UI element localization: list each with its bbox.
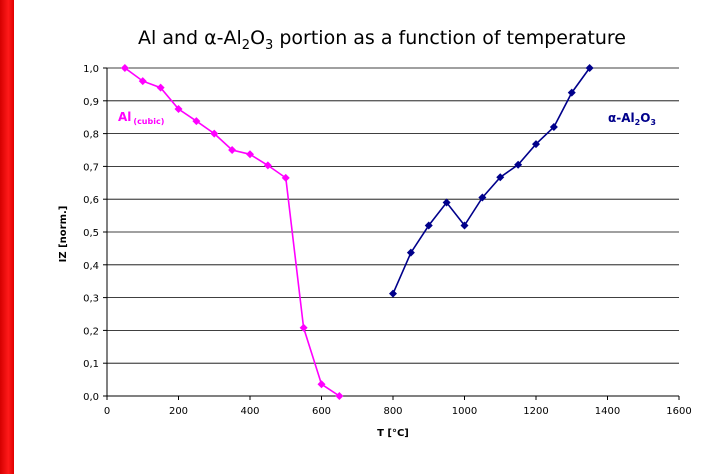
series-label-al: Al (cubic): [118, 110, 164, 126]
x-tick-label: 1200: [523, 406, 548, 417]
data-point: [317, 380, 326, 389]
data-point: [424, 221, 433, 230]
data-point: [567, 88, 576, 97]
x-axis-title: T [°C]: [377, 428, 409, 439]
series-label-alox: α-Al2O3: [608, 111, 656, 127]
x-tick-label: 600: [312, 406, 331, 417]
x-tick-label: 1400: [595, 406, 620, 417]
x-tick-label: 200: [169, 406, 188, 417]
data-point: [210, 129, 219, 138]
data-point: [442, 198, 451, 207]
y-tick-label: 0,3: [83, 294, 99, 305]
data-point: [514, 160, 523, 169]
data-point: [138, 77, 147, 86]
data-point: [263, 161, 272, 170]
y-tick-label: 0,2: [83, 326, 99, 337]
data-point: [585, 64, 594, 72]
data-point: [156, 83, 165, 92]
data-point: [299, 323, 308, 332]
x-tick-label: 800: [383, 406, 402, 417]
y-tick-label: 0,5: [83, 228, 99, 239]
y-tick-label: 0,1: [83, 359, 99, 370]
data-point: [549, 123, 558, 132]
y-tick-label: 0,6: [83, 195, 99, 206]
data-point: [228, 146, 237, 154]
data-point: [281, 173, 290, 182]
data-point: [496, 173, 505, 182]
data-point: [120, 64, 129, 72]
series-alpha-al2o3: [389, 64, 594, 298]
data-point: [174, 105, 183, 113]
y-axis-title: IZ [norm.]: [58, 206, 69, 263]
data-point: [389, 289, 397, 298]
series-al-cubic: [120, 64, 344, 400]
x-tick-label: 1600: [666, 406, 691, 417]
data-point: [460, 221, 469, 230]
y-tick-label: 0,7: [83, 162, 99, 173]
chart-title: Al and α-Al2O3 portion as a function of …: [138, 27, 626, 53]
series-line: [392, 67, 591, 295]
y-tick-label: 0,4: [83, 261, 99, 272]
data-point: [192, 117, 201, 126]
slide-edge-decoration: [0, 0, 14, 474]
y-tick-label: 0,9: [83, 97, 99, 108]
series-layer: [120, 64, 594, 400]
y-tick-label: 0,8: [83, 130, 99, 141]
data-point: [478, 193, 487, 202]
data-point: [532, 140, 540, 149]
data-point: [246, 150, 254, 159]
x-tick-label: 1000: [452, 406, 477, 417]
data-point: [335, 392, 344, 400]
x-tick-label: 0: [104, 406, 110, 417]
x-axis-ticks: 0 200 400 600 800 1000 1200 1400 1600: [104, 396, 692, 417]
grid-lines: [107, 67, 679, 364]
y-tick-label: 0,0: [83, 392, 99, 403]
y-axis-ticks: 0,0 0,1 0,2 0,3 0,4 0,5 0,6 0,7 0,8 0,9 1,0: [83, 64, 107, 403]
y-tick-label: 1,0: [83, 64, 99, 75]
data-point: [406, 248, 415, 257]
x-tick-label: 400: [240, 406, 259, 417]
